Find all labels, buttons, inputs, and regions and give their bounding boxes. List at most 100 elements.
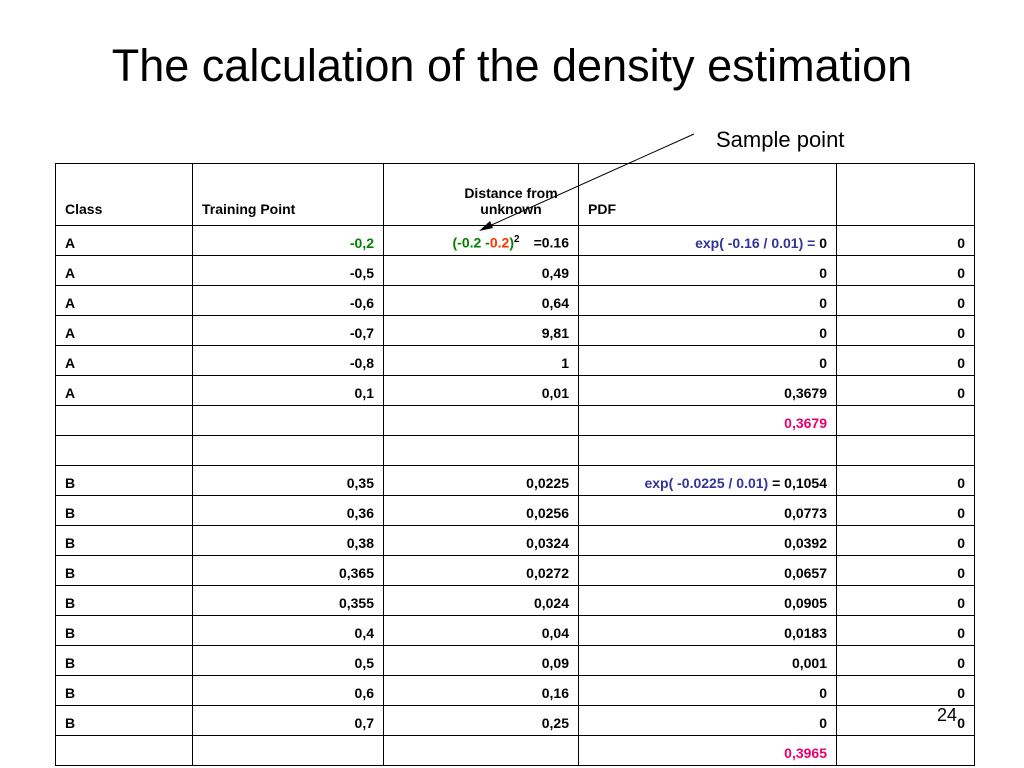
cell-empty (55, 405, 193, 436)
cell-last: 0 (836, 645, 975, 676)
cell-last: 0 (836, 615, 975, 646)
cell-empty (55, 435, 193, 466)
cell-last: 0 (836, 225, 975, 256)
cell-training-point: -0,5 (192, 255, 384, 286)
cell-class: A (55, 315, 193, 346)
cell-training-point: 0,1 (192, 375, 384, 406)
table-row: B 0,5 0,09 0,001 0 (55, 645, 975, 676)
header-distance: Distance from unknown (383, 163, 579, 226)
cell-pdf: 0,0392 (578, 525, 837, 556)
cell-class: B (55, 465, 193, 496)
cell-last: 0 (836, 285, 975, 316)
cell-last: 0 (836, 465, 975, 496)
cell-empty (383, 435, 579, 466)
cell-distance: 0,04 (383, 615, 579, 646)
cell-class: A (55, 345, 193, 376)
cell-pdf: 0,3679 (578, 375, 837, 406)
pdf-value: 0 (819, 235, 827, 251)
cell-class: B (55, 705, 193, 736)
cell-empty (383, 405, 579, 436)
density-table: Class Training Point Distance from unkno… (55, 163, 975, 766)
cell-training-point: 0,4 (192, 615, 384, 646)
cell-last: 0 (836, 315, 975, 346)
cell-training-point: -0,2 (192, 225, 384, 256)
distance-minus: - (481, 235, 490, 251)
sum-row: 0,3679 (55, 405, 975, 436)
header-distance-label: Distance from unknown (464, 185, 558, 217)
cell-training-point: 0,5 (192, 645, 384, 676)
cell-class: A (55, 225, 193, 256)
pdf-expression: exp( -0.0225 / 0.01) (644, 475, 769, 491)
cell-pdf-sum: 0,3965 (578, 735, 837, 766)
cell-pdf: 0,0657 (578, 555, 837, 586)
cell-distance: 0,0324 (383, 525, 579, 556)
cell-last: 0 (836, 255, 975, 286)
cell-empty (836, 735, 975, 766)
cell-last: 0 (836, 525, 975, 556)
spacer-row (55, 435, 975, 466)
pdf-value: = 0,1054 (768, 475, 827, 491)
cell-training-point: 0,38 (192, 525, 384, 556)
table-row: A -0,5 0,49 0 0 (55, 255, 975, 286)
cell-empty (192, 735, 384, 766)
cell-pdf: 0,001 (578, 645, 837, 676)
header-pdf: PDF (578, 163, 837, 226)
cell-distance: 0,64 (383, 285, 579, 316)
cell-class: B (55, 495, 193, 526)
cell-pdf-sum: 0,3679 (578, 405, 837, 436)
cell-empty (192, 435, 384, 466)
cell-class: B (55, 585, 193, 616)
cell-last: 0 (836, 495, 975, 526)
cell-distance: 1 (383, 345, 579, 376)
cell-last: 0 (836, 705, 975, 736)
cell-class: A (55, 375, 193, 406)
cell-distance: 0,49 (383, 255, 579, 286)
cell-empty (836, 405, 975, 436)
cell-training-point: -0,8 (192, 345, 384, 376)
cell-distance: 0,09 (383, 645, 579, 676)
cell-pdf: 0,0183 (578, 615, 837, 646)
header-last (836, 163, 975, 226)
distance-sample: 0.2 (489, 235, 510, 251)
cell-pdf: 0 (578, 315, 837, 346)
cell-training-point: 0,355 (192, 585, 384, 616)
cell-pdf: exp( -0.16 / 0.01) = 0 (578, 225, 837, 256)
cell-distance: 9,81 (383, 315, 579, 346)
cell-last: 0 (836, 585, 975, 616)
cell-class: A (55, 255, 193, 286)
cell-training-point: 0,6 (192, 675, 384, 706)
cell-class: A (55, 285, 193, 316)
table-row: B 0,36 0,0256 0,0773 0 (55, 495, 975, 526)
sum-row: 0,3965 (55, 735, 975, 766)
cell-class: B (55, 675, 193, 706)
cell-distance: (-0.2 -0.2)2 =0.16 (383, 225, 579, 256)
table-row: B 0,355 0,024 0,0905 0 (55, 585, 975, 616)
table-row: A -0,2 (-0.2 -0.2)2 =0.16 exp( -0.16 / 0.… (55, 225, 975, 256)
cell-class: B (55, 615, 193, 646)
cell-distance: 0,25 (383, 705, 579, 736)
cell-training-point: 0,35 (192, 465, 384, 496)
table-row: A -0,6 0,64 0 0 (55, 285, 975, 316)
page-title: The calculation of the density estimatio… (111, 40, 913, 91)
cell-pdf: 0 (578, 675, 837, 706)
cell-distance: 0,01 (383, 375, 579, 406)
pdf-expression: exp( -0.16 / 0.01) = (695, 235, 820, 251)
table-row: B 0,35 0,0225 exp( -0.0225 / 0.01) = 0,1054… (55, 465, 975, 496)
table-row: A -0,8 1 0 0 (55, 345, 975, 376)
table-row: B 0,7 0,25 0 0 (55, 705, 975, 736)
cell-pdf: 0 (578, 285, 837, 316)
sample-point-label: Sample point (716, 127, 845, 152)
cell-class: B (55, 525, 193, 556)
cell-last: 0 (836, 345, 975, 376)
cell-empty (192, 405, 384, 436)
distance-close: ) (509, 235, 514, 251)
cell-pdf: 0,0905 (578, 585, 837, 616)
cell-last: 0 (836, 375, 975, 406)
distance-result: =0.16 (533, 235, 569, 251)
cell-pdf: 0 (578, 345, 837, 376)
cell-distance: 0,0272 (383, 555, 579, 586)
header-row: Class Training Point Distance from unkno… (55, 163, 975, 226)
cell-empty (383, 735, 579, 766)
table-row: B 0,4 0,04 0,0183 0 (55, 615, 975, 646)
distance-exponent: 2 (514, 234, 520, 246)
